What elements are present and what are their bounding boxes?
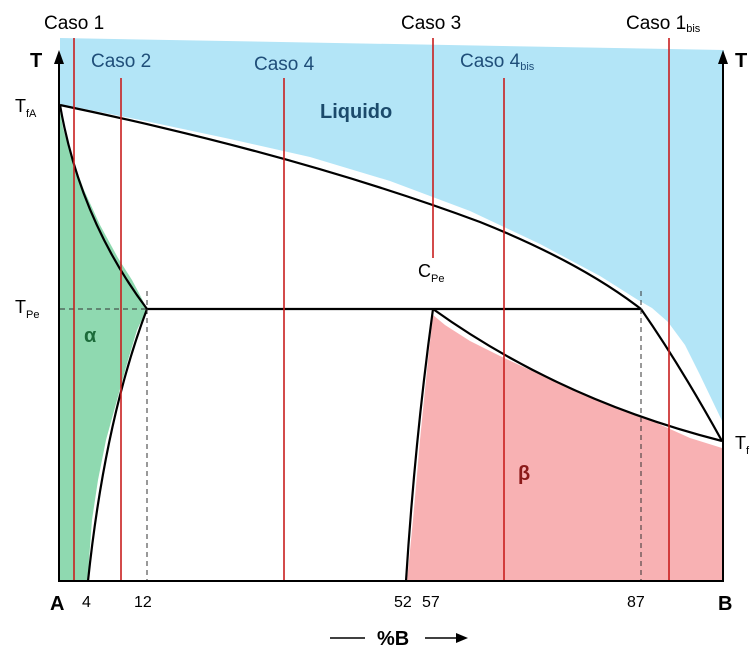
x-label-arrow-icon (456, 633, 468, 643)
caso4-label: Caso 4 (254, 54, 315, 75)
beta-label: β (518, 463, 530, 485)
solidus-beta (432, 308, 723, 443)
left-axis-arrow-icon (54, 50, 64, 64)
caso1-label: Caso 1 (44, 13, 104, 34)
tick-87: 87 (627, 594, 645, 611)
tfb-label: Tf (735, 433, 750, 457)
liquidus-left (59, 103, 642, 310)
phase-boundaries (58, 103, 723, 582)
caso1bis-label: Caso 1bis (626, 13, 701, 35)
beta-region (407, 315, 722, 581)
guide-lines (60, 291, 642, 581)
tick-12: 12 (134, 594, 152, 611)
right-axis-arrow-icon (718, 50, 728, 64)
liquid-region (60, 38, 724, 425)
tick-52: 52 (394, 594, 412, 611)
solvus-beta (404, 308, 435, 582)
tfa-label: TfA (15, 96, 37, 120)
caso4bis-label: Caso 4bis (460, 51, 535, 73)
peritectic-point-label: CPe (418, 261, 444, 285)
tick-4: 4 (82, 594, 91, 611)
left-axis-t-label: T (30, 50, 42, 72)
tpe-label: TPe (15, 297, 39, 321)
x-axis-label: %B (377, 628, 409, 650)
solidus-alpha (58, 104, 148, 310)
alpha-label: α (84, 325, 97, 347)
axes (58, 60, 724, 582)
liquidus-right (640, 308, 723, 442)
corner-b-label: B (718, 593, 732, 615)
caso3-label: Caso 3 (401, 13, 461, 34)
tick-57: 57 (422, 594, 440, 611)
case-lines (73, 38, 670, 581)
caso2-label: Caso 2 (91, 51, 151, 72)
alpha-region (60, 112, 147, 581)
solvus-alpha (86, 308, 149, 582)
corner-a-label: A (50, 593, 64, 615)
right-axis-t-label: T (735, 50, 747, 72)
liquid-label: Liquido (320, 101, 392, 123)
